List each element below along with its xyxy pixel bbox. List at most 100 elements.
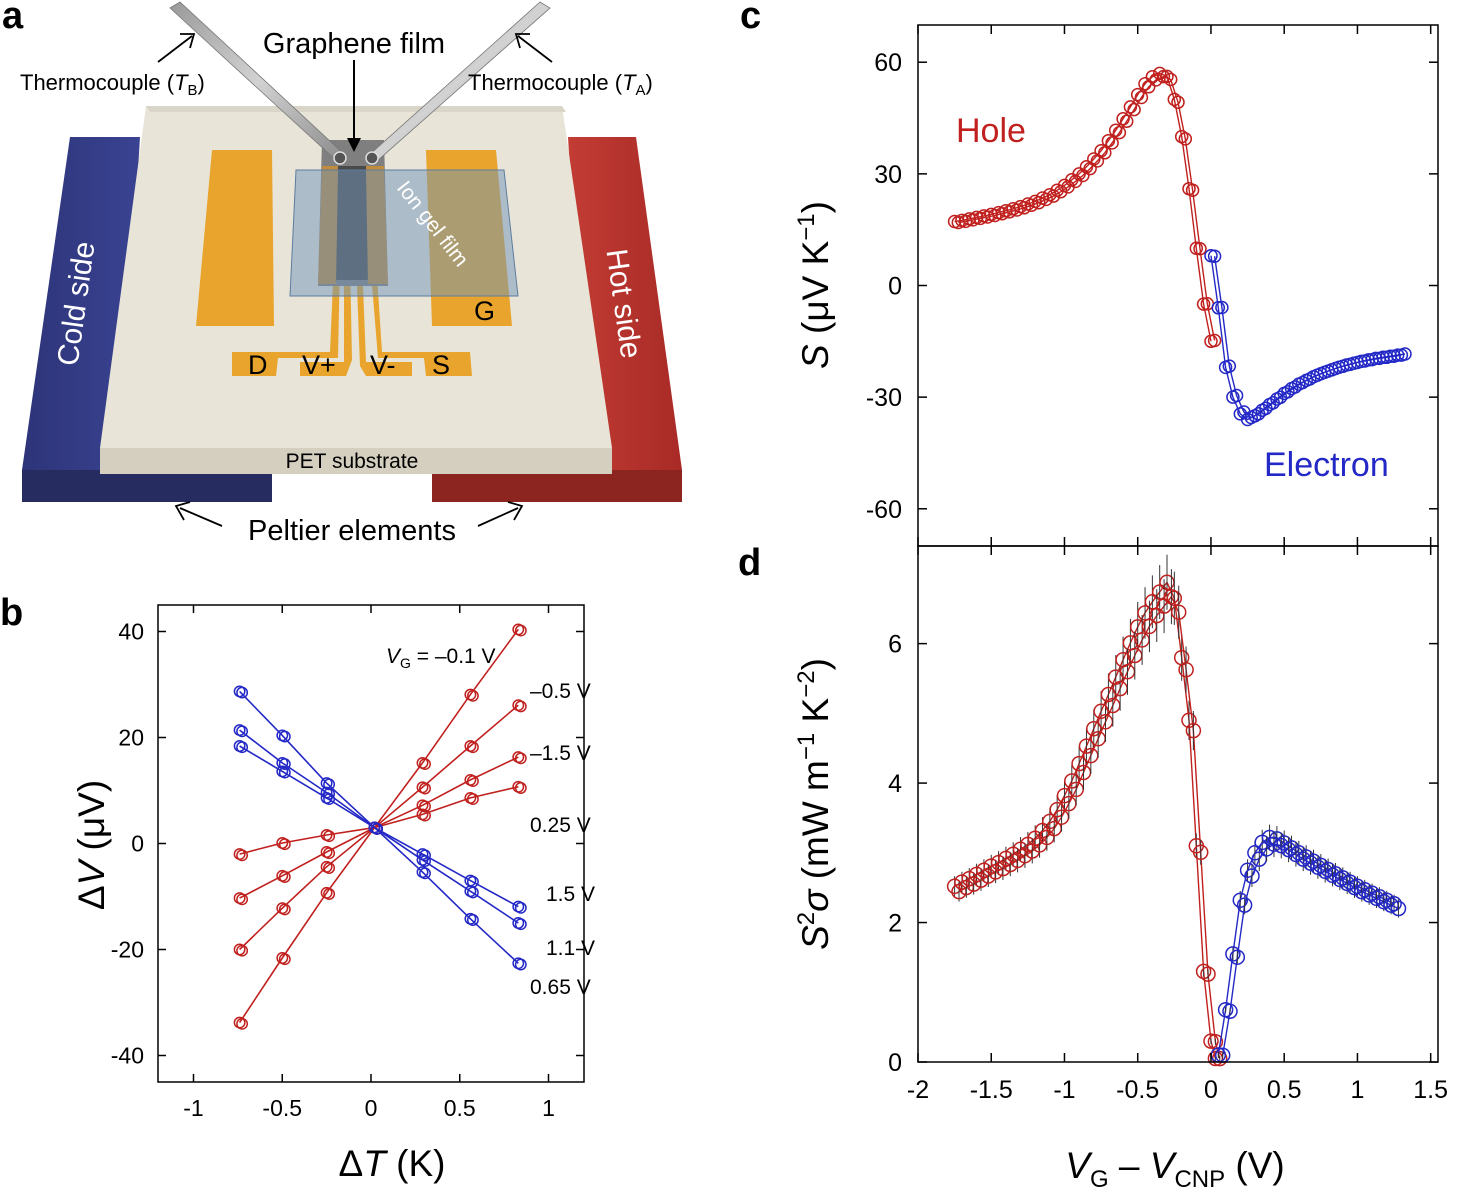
panel-b-point (466, 689, 479, 702)
panel-b-point (278, 758, 291, 771)
panel-c-hole-point (951, 215, 966, 230)
thermocouple-a-label: Thermocouple (TA) (468, 70, 653, 99)
panel-c-hole-point (1046, 189, 1061, 203)
panel-d-electron-line (1222, 843, 1399, 1056)
thermocouple-b-arrow (157, 35, 193, 63)
panel-b-point (278, 903, 291, 916)
pet-substrate-label: PET substrate (286, 450, 419, 473)
thermocouple-b-label: Thermocouple (TB) (20, 70, 205, 99)
peltier-arrowhead-left (174, 501, 191, 521)
panel-b-label-m05: –0.5 V (530, 680, 591, 703)
electrode-s-label: S (432, 350, 450, 380)
panel-c-hole-point (973, 211, 988, 226)
thermocouple-a-arrow (517, 35, 553, 63)
panel-label-a: a (2, 0, 24, 37)
panel-b-point (514, 918, 527, 931)
panel-b-xtick-label: 0.5 (444, 1095, 476, 1121)
panel-c-hole-point (958, 214, 973, 229)
panel-d-electron-point (1229, 949, 1246, 965)
peltier-arrow-right (477, 507, 519, 527)
panel-c-hole-point (995, 206, 1009, 221)
panel-c-series (947, 66, 1412, 427)
panel-c-electron-point (1295, 375, 1310, 390)
electrode-s-lead (370, 260, 472, 376)
panel-c-hole-point (1167, 92, 1182, 107)
panel-c-electron-label: Electron (1264, 446, 1389, 484)
graphene-film-label: Graphene film (263, 28, 445, 60)
panel-c-electron-line (1213, 256, 1406, 419)
panel-b-ytick-label: -20 (111, 937, 144, 963)
panel-b-point (323, 778, 336, 791)
panel-c-electron-point (1368, 351, 1383, 366)
panel-b-point (419, 800, 431, 813)
panel-d-chart: d -2 -1.5 -1 -0.5 0 0.5 1 1.5 0 2 4 6 S2σ (mW m−1 K… (738, 542, 1448, 1193)
panel-c-hole-point (1076, 168, 1090, 183)
panel-b-series-lines (238, 628, 519, 1024)
panel-c-hole-point (1112, 125, 1127, 140)
panel-b-label-025: 0.25 V (530, 814, 591, 837)
panel-b-data-points (233, 623, 527, 1030)
panel-c-ytick-label: -30 (866, 384, 902, 412)
panel-b-point (323, 793, 336, 806)
panel-d-electron-point (1225, 946, 1241, 962)
hot-peltier-front (432, 470, 682, 502)
panel-b-xtick-label: -1 (183, 1095, 203, 1121)
panel-b-point (514, 752, 527, 765)
panel-c-hole-point (1017, 201, 1031, 215)
panel-c-electron-point (1281, 385, 1295, 399)
panel-b-point (419, 758, 431, 771)
panel-b-point (236, 893, 249, 906)
cold-peltier-front (22, 470, 272, 502)
panel-c-hole-point (988, 208, 1002, 223)
panel-b-label-15: 1.5 V (546, 883, 595, 906)
peltier-arrowhead-right (507, 501, 524, 521)
panel-c-electron-point (1339, 358, 1354, 372)
panel-d-electron-point (1232, 892, 1249, 908)
panel-d-hole-point (1192, 844, 1209, 861)
panel-b-ytick-label: 40 (118, 619, 144, 645)
panel-b-point (278, 953, 291, 966)
panel-d-xtick-label: 0 (1204, 1076, 1218, 1104)
panel-c-electron-point (1376, 350, 1390, 365)
panel-b-point (419, 782, 431, 795)
pet-substrate-front (100, 448, 612, 474)
electrode-d-label: D (248, 350, 268, 380)
panel-b-point (323, 888, 336, 900)
panel-b-point (236, 725, 249, 738)
panel-c-electron-point (1303, 372, 1317, 386)
panel-d-xlabel: VG – VCNP (V) (1065, 1145, 1284, 1193)
panel-d-hole-point (1170, 604, 1187, 620)
panel-d-electron-point (1244, 868, 1260, 884)
panel-b-point (419, 855, 431, 868)
panel-b-label-m15: –1.5 V (530, 742, 591, 765)
panel-b-point (323, 830, 336, 843)
panel-d-series (946, 554, 1407, 1067)
panel-c-electron-point (1310, 368, 1324, 383)
panel-b-point (419, 867, 431, 880)
panel-d-hole-point (1178, 661, 1194, 678)
panel-d-ylabel: S2σ (mW m−1 K−2) (793, 658, 836, 950)
panel-b-point (323, 847, 336, 860)
panel-b-point (323, 862, 336, 874)
panel-b-point (236, 849, 249, 862)
panel-c-hole-point (1039, 192, 1053, 207)
panel-d-xtick-label: -1.5 (970, 1076, 1013, 1104)
panel-d-xtick-label: 1 (1350, 1076, 1364, 1104)
panel-d-xtick-label: 0.5 (1267, 1076, 1302, 1104)
peltier-arrow-left (179, 507, 223, 527)
panel-c-hole-point (1193, 242, 1207, 256)
panel-d-hole-point (1195, 963, 1212, 980)
panel-b-ytick-label: 0 (131, 831, 144, 857)
panel-b-point (236, 1017, 249, 1030)
panel-c-hole-point (1178, 132, 1193, 146)
panel-c-hole-point (1207, 333, 1222, 348)
panel-b-point (466, 914, 479, 926)
panel-c-hole-label: Hole (956, 112, 1026, 150)
panel-c-ytick-label: -60 (866, 496, 902, 524)
panel-d-electron-point (1222, 1003, 1238, 1020)
panel-c-hole-point (1010, 203, 1024, 217)
panel-c-hole-point (1054, 184, 1068, 199)
panel-c-hole-point (1024, 198, 1039, 212)
panel-c-hole-point (1163, 72, 1178, 87)
